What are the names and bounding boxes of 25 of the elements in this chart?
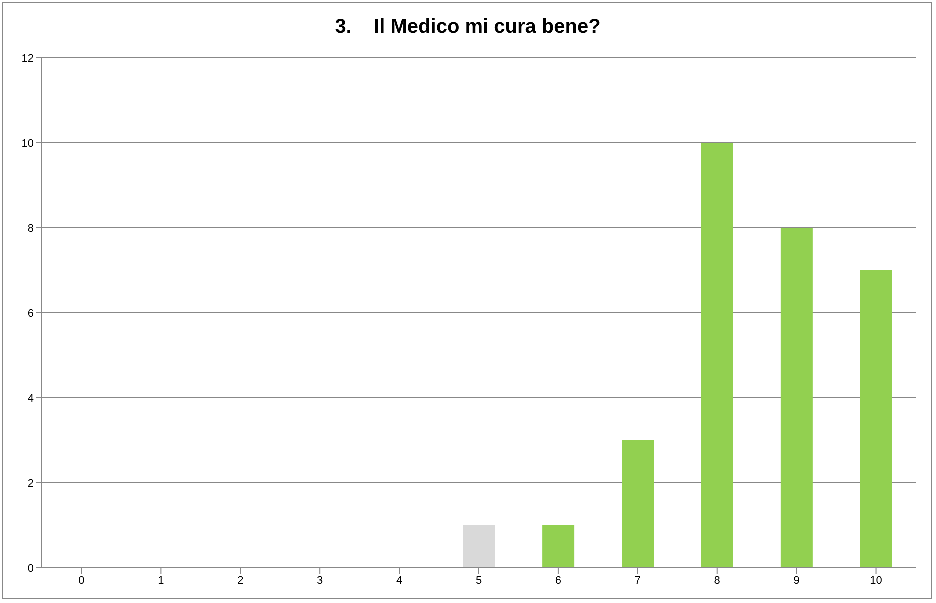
y-tick-label: 2 — [28, 478, 34, 490]
bar — [860, 270, 892, 568]
y-tick-label: 12 — [22, 52, 34, 65]
bar — [780, 228, 813, 568]
bar — [542, 526, 575, 568]
y-tick-label: 4 — [28, 392, 34, 405]
x-tick-label: 1 — [158, 574, 164, 587]
x-tick-label: 6 — [555, 574, 562, 587]
bar — [463, 526, 496, 568]
x-tick-label: 4 — [396, 574, 403, 587]
y-tick-label: 10 — [22, 138, 34, 150]
x-tick-label: 5 — [476, 574, 482, 587]
chart-title: 3. Il Medico mi cura bene? — [334, 16, 602, 39]
x-tick-label: 0 — [78, 574, 85, 587]
x-tick-label: 7 — [634, 574, 641, 587]
y-tick-label: 0 — [28, 562, 34, 575]
x-tick-label: 2 — [238, 574, 244, 587]
x-tick-label: 8 — [714, 574, 720, 587]
x-tick-label: 10 — [870, 574, 882, 587]
bar — [701, 143, 734, 568]
y-tick-label: 6 — [28, 308, 34, 320]
x-tick-label: 9 — [794, 574, 800, 587]
x-tick-label: 3 — [317, 574, 324, 587]
bar — [622, 440, 654, 568]
y-tick-label: 8 — [28, 222, 34, 235]
